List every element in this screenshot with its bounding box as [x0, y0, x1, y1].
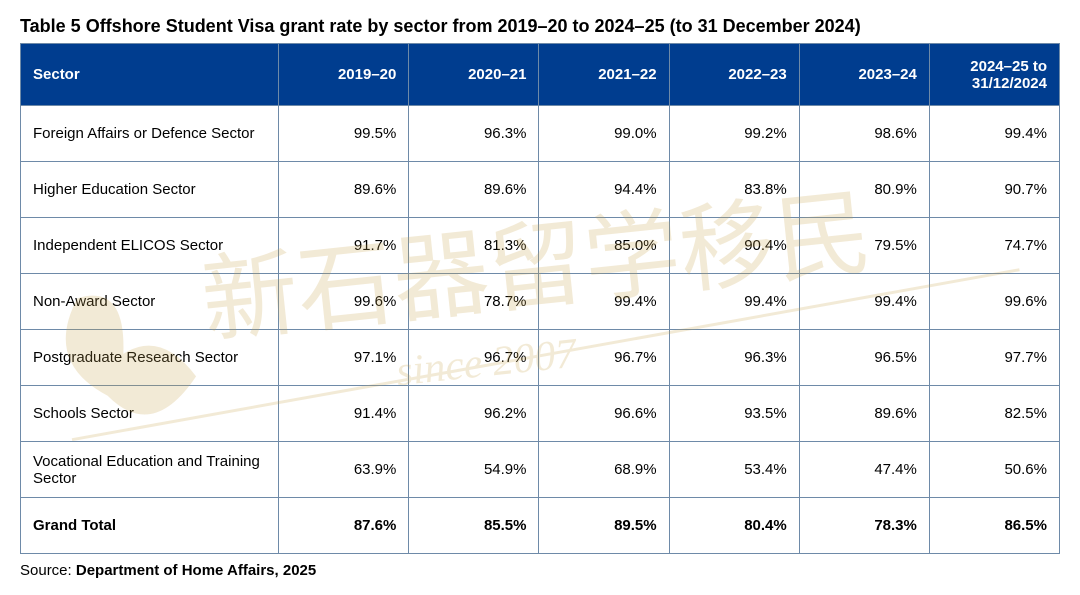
row-label: Independent ELICOS Sector: [21, 218, 279, 274]
cell-value: 89.6%: [409, 162, 539, 218]
row-label: Higher Education Sector: [21, 162, 279, 218]
cell-value: 96.3%: [409, 106, 539, 162]
row-label: Non-Award Sector: [21, 274, 279, 330]
cell-value: 96.7%: [409, 330, 539, 386]
cell-value: 93.5%: [669, 386, 799, 442]
row-label: Postgraduate Research Sector: [21, 330, 279, 386]
cell-value-total: 89.5%: [539, 498, 669, 554]
source-value: Department of Home Affairs, 2025: [76, 562, 316, 579]
table-row: Postgraduate Research Sector 97.1% 96.7%…: [21, 330, 1060, 386]
grant-rate-table: Sector 2019–20 2020–21 2021–22 2022–23 2…: [20, 43, 1060, 554]
cell-value-total: 78.3%: [799, 498, 929, 554]
col-header-sector: Sector: [21, 44, 279, 106]
cell-value: 97.7%: [929, 330, 1059, 386]
cell-value: 54.9%: [409, 442, 539, 498]
source-line: Source: Department of Home Affairs, 2025: [20, 562, 1060, 579]
col-header-period-0: 2019–20: [279, 44, 409, 106]
cell-value: 99.0%: [539, 106, 669, 162]
cell-value: 90.7%: [929, 162, 1059, 218]
col-header-period-1: 2020–21: [409, 44, 539, 106]
source-label: Source:: [20, 562, 76, 579]
col-header-period-4: 2023–24: [799, 44, 929, 106]
cell-value: 90.4%: [669, 218, 799, 274]
cell-value: 98.6%: [799, 106, 929, 162]
cell-value-total: 87.6%: [279, 498, 409, 554]
cell-value: 99.2%: [669, 106, 799, 162]
col-header-period-5: 2024–25 to 31/12/2024: [929, 44, 1059, 106]
cell-value: 96.7%: [539, 330, 669, 386]
cell-value: 99.4%: [539, 274, 669, 330]
table-row: Higher Education Sector 89.6% 89.6% 94.4…: [21, 162, 1060, 218]
cell-value: 96.3%: [669, 330, 799, 386]
cell-value: 53.4%: [669, 442, 799, 498]
cell-value: 78.7%: [409, 274, 539, 330]
cell-value: 47.4%: [799, 442, 929, 498]
table-row: Non-Award Sector 99.6% 78.7% 99.4% 99.4%…: [21, 274, 1060, 330]
cell-value: 99.6%: [929, 274, 1059, 330]
table-row: Independent ELICOS Sector 91.7% 81.3% 85…: [21, 218, 1060, 274]
cell-value: 50.6%: [929, 442, 1059, 498]
cell-value: 89.6%: [279, 162, 409, 218]
cell-value: 83.8%: [669, 162, 799, 218]
cell-value: 96.2%: [409, 386, 539, 442]
cell-value: 81.3%: [409, 218, 539, 274]
cell-value: 94.4%: [539, 162, 669, 218]
cell-value-total: 80.4%: [669, 498, 799, 554]
cell-value: 74.7%: [929, 218, 1059, 274]
table-title: Table 5 Offshore Student Visa grant rate…: [20, 16, 1060, 37]
cell-value: 99.4%: [799, 274, 929, 330]
cell-value-total: 86.5%: [929, 498, 1059, 554]
cell-value: 96.6%: [539, 386, 669, 442]
cell-value: 63.9%: [279, 442, 409, 498]
cell-value: 91.7%: [279, 218, 409, 274]
cell-value: 82.5%: [929, 386, 1059, 442]
table-row: Foreign Affairs or Defence Sector 99.5% …: [21, 106, 1060, 162]
row-label: Foreign Affairs or Defence Sector: [21, 106, 279, 162]
cell-value: 79.5%: [799, 218, 929, 274]
cell-value: 99.4%: [669, 274, 799, 330]
table-row-total: Grand Total 87.6% 85.5% 89.5% 80.4% 78.3…: [21, 498, 1060, 554]
cell-value: 91.4%: [279, 386, 409, 442]
cell-value: 89.6%: [799, 386, 929, 442]
cell-value: 68.9%: [539, 442, 669, 498]
col-header-period-2: 2021–22: [539, 44, 669, 106]
row-label: Schools Sector: [21, 386, 279, 442]
cell-value: 96.5%: [799, 330, 929, 386]
cell-value: 99.4%: [929, 106, 1059, 162]
table-row: Vocational Education and Training Sector…: [21, 442, 1060, 498]
col-header-period-3: 2022–23: [669, 44, 799, 106]
row-label: Vocational Education and Training Sector: [21, 442, 279, 498]
table-row: Schools Sector 91.4% 96.2% 96.6% 93.5% 8…: [21, 386, 1060, 442]
table-body: Foreign Affairs or Defence Sector 99.5% …: [21, 106, 1060, 554]
cell-value-total: 85.5%: [409, 498, 539, 554]
cell-value: 97.1%: [279, 330, 409, 386]
row-label-total: Grand Total: [21, 498, 279, 554]
cell-value: 80.9%: [799, 162, 929, 218]
cell-value: 99.5%: [279, 106, 409, 162]
cell-value: 99.6%: [279, 274, 409, 330]
cell-value: 85.0%: [539, 218, 669, 274]
header-row: Sector 2019–20 2020–21 2021–22 2022–23 2…: [21, 44, 1060, 106]
